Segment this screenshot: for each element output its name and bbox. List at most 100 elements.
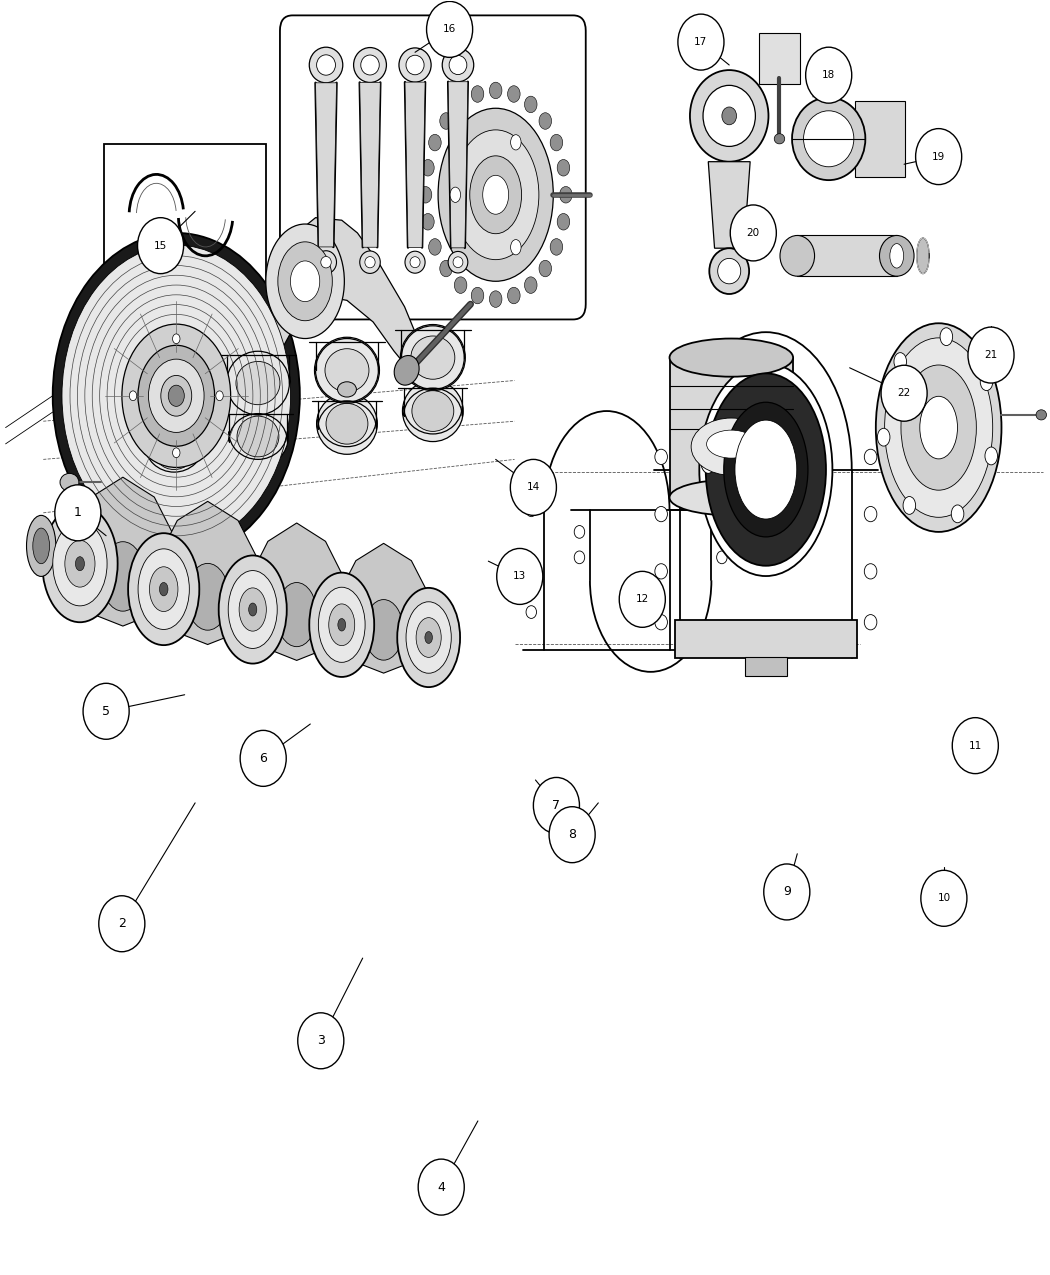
Circle shape [55,484,101,541]
Circle shape [497,548,543,604]
Ellipse shape [550,134,563,150]
Ellipse shape [440,260,453,277]
Ellipse shape [291,261,320,302]
Ellipse shape [455,277,467,293]
Ellipse shape [365,256,375,268]
Ellipse shape [440,112,453,129]
Ellipse shape [489,82,502,98]
Ellipse shape [574,551,585,564]
Ellipse shape [550,238,563,255]
Ellipse shape [187,564,229,630]
Ellipse shape [397,588,460,687]
Ellipse shape [722,107,736,125]
Ellipse shape [507,287,520,303]
Bar [855,101,905,177]
Ellipse shape [449,55,467,74]
Ellipse shape [670,479,793,515]
Ellipse shape [539,260,551,277]
Ellipse shape [903,496,916,514]
Text: 14: 14 [527,482,540,492]
Ellipse shape [394,356,419,385]
Ellipse shape [510,240,521,255]
Ellipse shape [400,325,465,390]
Text: 17: 17 [694,37,708,47]
Ellipse shape [717,525,727,538]
Ellipse shape [917,238,929,274]
Ellipse shape [558,159,570,176]
Ellipse shape [60,473,79,491]
Ellipse shape [160,583,168,595]
Ellipse shape [450,187,461,203]
Text: 22: 22 [898,388,910,398]
Ellipse shape [539,112,551,129]
Ellipse shape [455,96,467,112]
Ellipse shape [161,375,192,416]
Circle shape [533,778,580,834]
Text: 9: 9 [783,885,791,899]
Ellipse shape [510,135,521,150]
Ellipse shape [894,353,906,371]
Text: 1: 1 [74,506,82,519]
Ellipse shape [425,631,433,644]
Ellipse shape [525,96,537,112]
Ellipse shape [416,617,441,658]
Circle shape [968,328,1014,382]
Circle shape [549,807,595,863]
Ellipse shape [360,251,380,273]
Ellipse shape [710,249,749,295]
Ellipse shape [453,256,463,268]
Ellipse shape [717,551,727,564]
Ellipse shape [266,224,344,339]
Ellipse shape [278,242,332,321]
Ellipse shape [884,338,992,518]
Ellipse shape [707,430,756,458]
Ellipse shape [144,418,205,479]
Circle shape [99,896,145,951]
Ellipse shape [471,85,484,102]
Ellipse shape [101,542,145,611]
Ellipse shape [122,324,231,468]
Text: 12: 12 [635,594,649,604]
Text: 4: 4 [437,1181,445,1193]
Ellipse shape [228,571,277,649]
Ellipse shape [315,338,379,403]
Text: 10: 10 [938,894,950,903]
Ellipse shape [981,372,993,390]
Ellipse shape [507,85,520,102]
Ellipse shape [864,615,877,630]
Ellipse shape [148,360,204,432]
Polygon shape [334,543,434,673]
Circle shape [426,1,472,57]
Text: 19: 19 [932,152,945,162]
Ellipse shape [876,324,1002,532]
Ellipse shape [706,374,826,566]
Ellipse shape [410,256,420,268]
Ellipse shape [142,362,207,428]
Ellipse shape [864,506,877,521]
Ellipse shape [172,448,180,458]
Ellipse shape [469,156,522,233]
Circle shape [921,871,967,927]
Polygon shape [316,83,336,247]
Text: 18: 18 [822,70,836,80]
Ellipse shape [276,583,317,646]
Ellipse shape [951,505,964,523]
Ellipse shape [337,381,356,397]
Ellipse shape [138,548,189,630]
Ellipse shape [338,618,345,631]
Text: 16: 16 [443,24,456,34]
Ellipse shape [26,515,56,576]
Ellipse shape [42,505,118,622]
Circle shape [138,218,184,274]
Ellipse shape [699,363,833,576]
Ellipse shape [655,615,668,630]
Ellipse shape [354,47,386,83]
Ellipse shape [149,567,177,612]
Polygon shape [360,83,380,247]
Ellipse shape [889,244,904,268]
Ellipse shape [317,393,377,454]
Ellipse shape [880,236,915,277]
Circle shape [916,129,962,185]
Ellipse shape [704,85,755,147]
Circle shape [952,718,999,774]
